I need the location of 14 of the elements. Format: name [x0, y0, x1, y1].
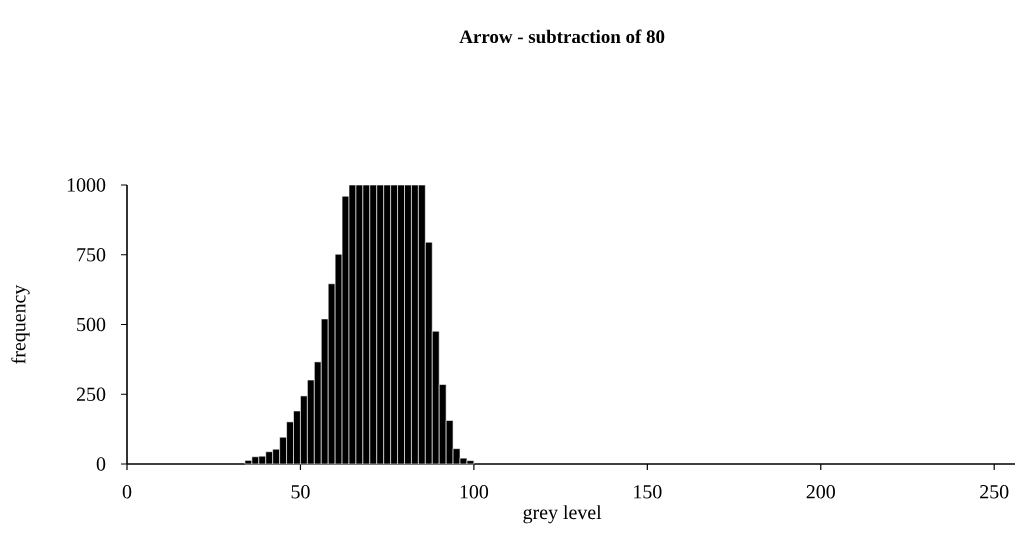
y-tick-label: 0: [96, 457, 106, 471]
x-axis-title: grey level: [523, 505, 602, 524]
y-tick-label: 1000: [67, 178, 106, 192]
y-tick-label: 500: [77, 317, 106, 332]
x-tick-label: 250: [980, 485, 1009, 499]
y-tick-label: 250: [76, 387, 106, 401]
chart-title: Arrow - subtraction of 80: [459, 29, 665, 44]
x-tick-label: 150: [634, 485, 662, 499]
x-tick-label: 200: [806, 485, 835, 499]
x-tick-label: 0: [122, 485, 132, 499]
y-axis-title: frequency: [11, 284, 30, 364]
y-tick-label: 750: [77, 248, 106, 262]
x-tick-label: 50: [291, 485, 310, 499]
x-tick-label: 100: [460, 485, 489, 499]
